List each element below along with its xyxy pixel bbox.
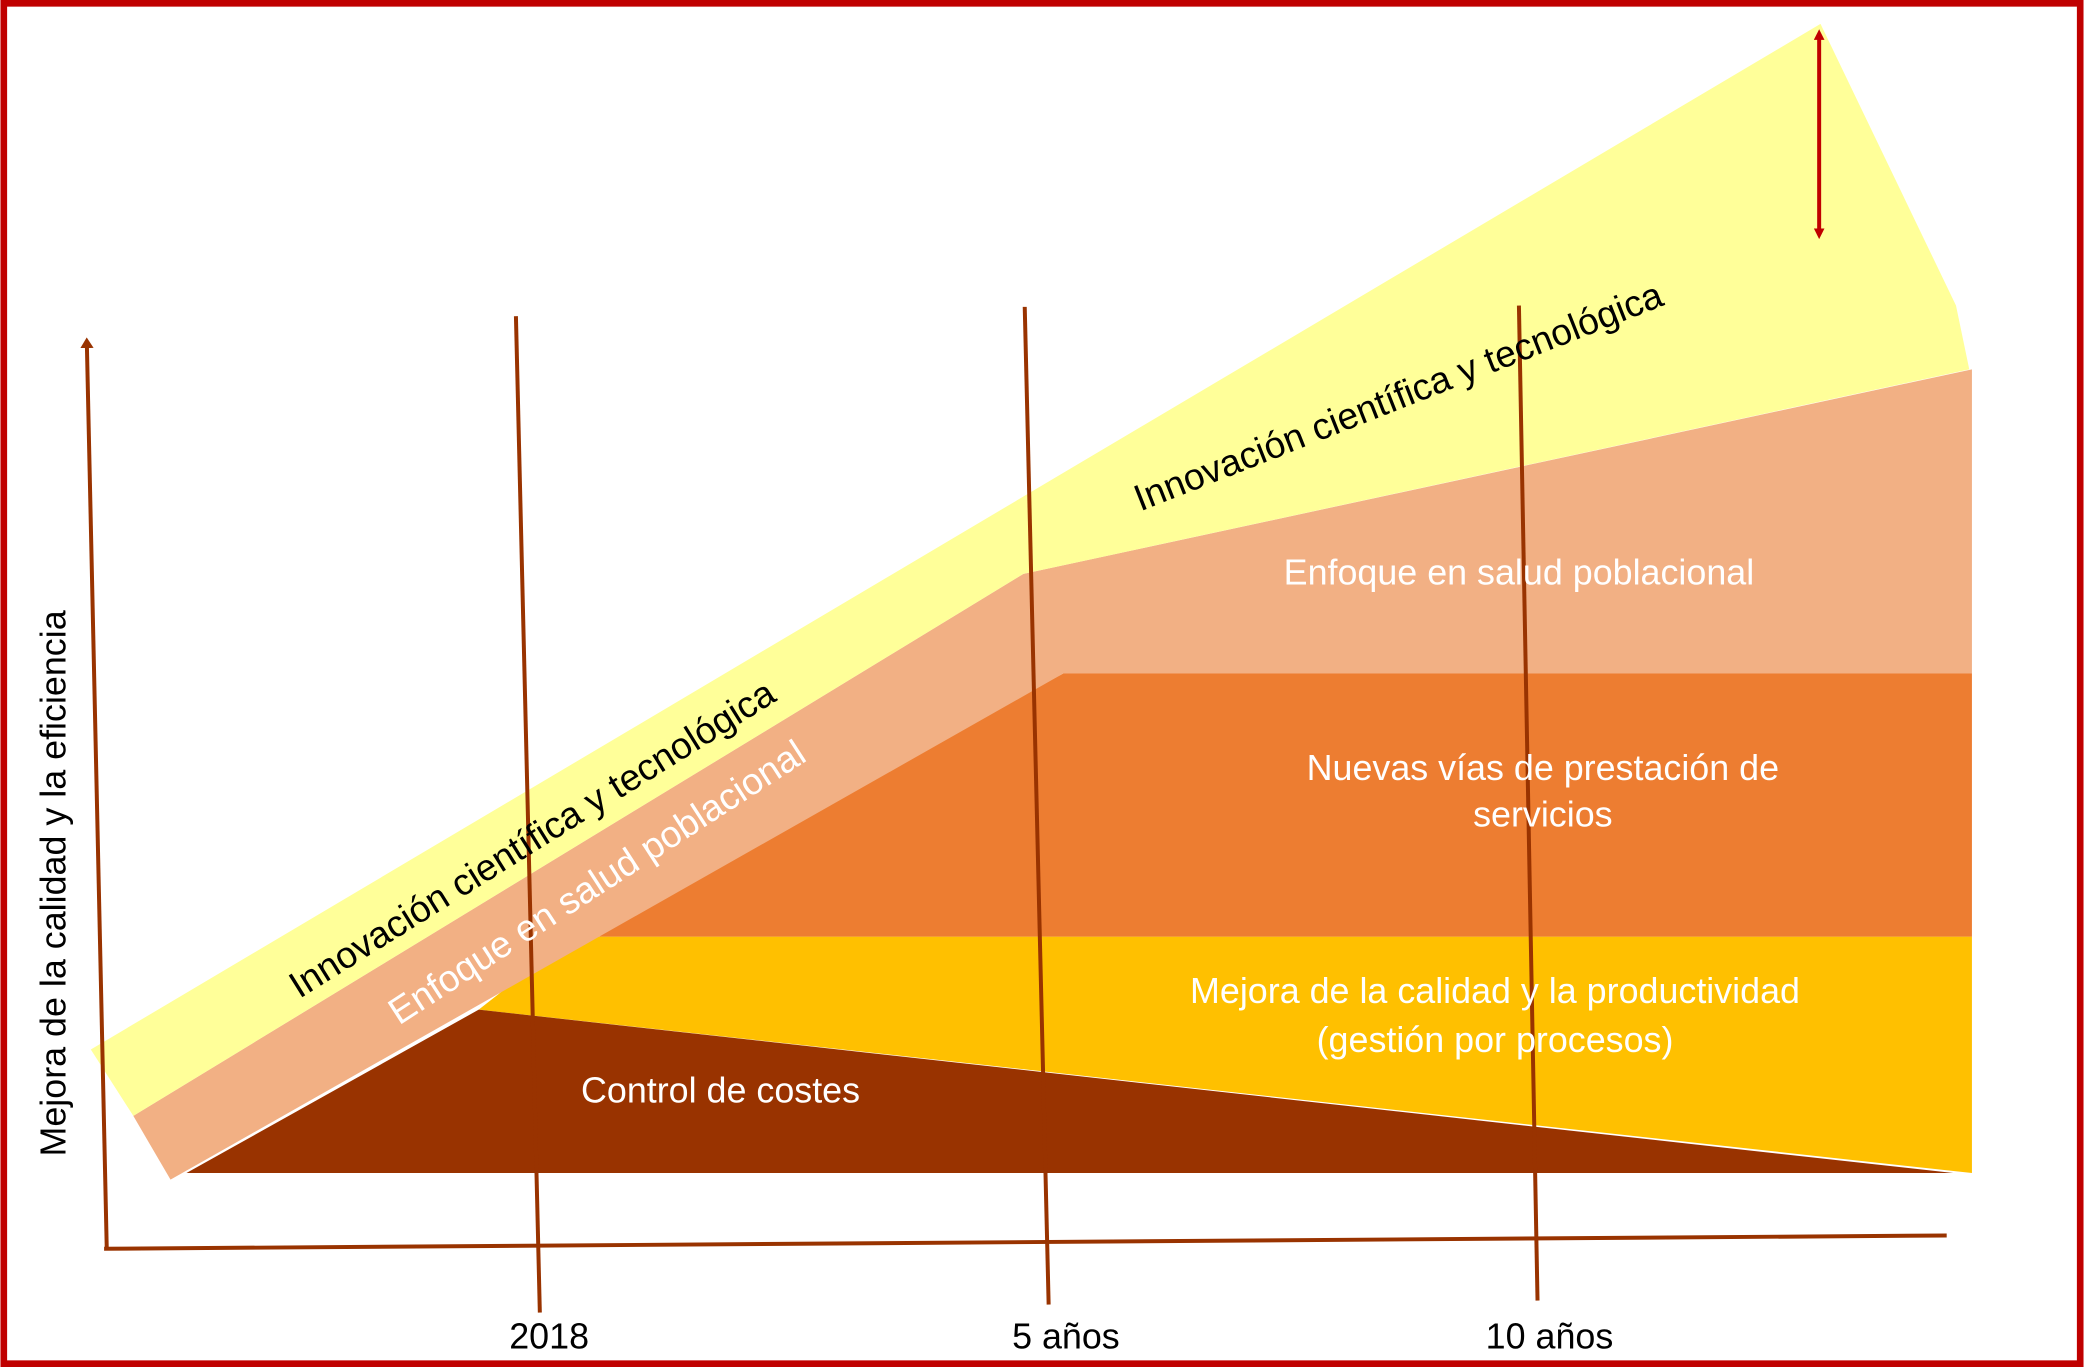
new-services-label-line1: Nuevas vías de prestación de (1307, 748, 1779, 788)
quality-layer (478, 936, 1972, 1174)
x-tick-10-years: 10 años (1486, 1316, 1614, 1356)
y-axis-label: Mejora de la calidad y la eficiencia (34, 610, 74, 1156)
new-services-label-line2: servicios (1473, 794, 1612, 834)
y-axis (80, 337, 109, 1249)
population-health-label: Enfoque en salud poblacional (1284, 553, 1755, 593)
quality-label-line1: Mejora de la calidad y la productividad (1190, 971, 1800, 1011)
marker-line-10-years (1516, 305, 1540, 1301)
cost-control-label: Control de costes (581, 1071, 860, 1111)
marker-line-2018 (513, 316, 542, 1313)
quality-label-line2: (gestión por procesos) (1317, 1020, 1674, 1060)
x-tick-2018: 2018 (509, 1316, 589, 1356)
x-axis (104, 1233, 1947, 1251)
marker-line-5-years (1022, 306, 1051, 1305)
population-health-layer (133, 369, 1972, 1180)
new-services-layer (571, 673, 1972, 937)
x-tick-5-years: 5 años (1012, 1316, 1120, 1356)
cost-control-layer (186, 1009, 1954, 1174)
